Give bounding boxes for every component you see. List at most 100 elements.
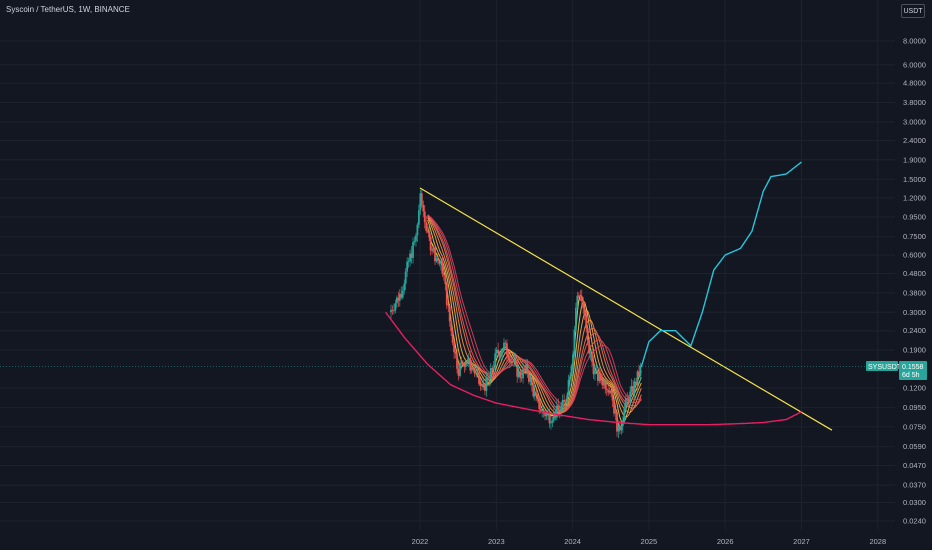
y-tick-label: 2.4000 [903, 136, 926, 145]
ema-line [427, 214, 642, 409]
candle-body [506, 343, 508, 355]
candle-body [485, 377, 488, 391]
candle-body [560, 405, 563, 412]
candle-body [619, 425, 621, 431]
candle-body [513, 359, 516, 362]
y-tick-label: 0.9500 [903, 213, 926, 222]
candle-body [429, 237, 432, 251]
candle-body [432, 247, 435, 252]
candle-body [601, 380, 604, 386]
candle-body [608, 390, 611, 393]
candle-body [580, 296, 583, 302]
candle-body [403, 283, 406, 291]
candle-body [523, 368, 526, 371]
candle-body [620, 426, 623, 431]
candle-body [447, 304, 450, 306]
y-tick-label: 0.1200 [903, 384, 926, 393]
candle-body [629, 391, 632, 403]
candle-body [516, 362, 519, 377]
ema-line [427, 216, 642, 415]
candle-body [435, 258, 438, 262]
candle-body [572, 354, 574, 367]
y-tick-label: 1.9000 [903, 155, 926, 164]
candle-body [423, 211, 426, 223]
candle-body [558, 409, 561, 412]
candle-body [630, 385, 633, 392]
candle-body [495, 349, 498, 354]
candle-body [441, 261, 444, 274]
x-tick-label: 2025 [641, 537, 658, 546]
candle-body [445, 283, 448, 305]
candle-body [462, 362, 464, 366]
ema-line [427, 214, 642, 413]
price-tag [899, 360, 927, 380]
candle-body [422, 204, 425, 212]
candle-body [456, 353, 458, 369]
candle-body [482, 383, 485, 387]
candle-body [594, 370, 596, 375]
candle-body [567, 379, 570, 396]
candle-body [511, 360, 514, 362]
candle-body [400, 293, 403, 298]
candle-body [479, 383, 482, 387]
y-tick-label: 0.0470 [903, 461, 926, 470]
candle-body [492, 367, 495, 371]
candle-body [532, 385, 535, 397]
candle-body [390, 309, 392, 313]
candle-body [420, 193, 423, 205]
support-curve [385, 311, 802, 426]
candle-body [564, 401, 567, 403]
candle-body [453, 342, 456, 353]
candle-body [574, 307, 577, 330]
candle-body [484, 386, 486, 391]
y-tick-label: 6.0000 [903, 60, 926, 69]
candle-body [605, 388, 608, 391]
y-tick-label: 0.0370 [903, 481, 926, 490]
y-tick-label: 4.8000 [903, 79, 926, 88]
y-tick-label: 0.0240 [903, 517, 926, 526]
symbol-label: SYSUSDT [868, 364, 902, 371]
candle-body [585, 314, 588, 328]
candle-body [544, 413, 546, 417]
candle-body [589, 353, 592, 355]
candle-body [454, 352, 457, 354]
chart-lines [385, 161, 833, 431]
candle-body [557, 405, 560, 410]
candle-body [538, 397, 541, 409]
time-axis: 2022 2023 2024 2025 2026 2027 2028 [412, 537, 886, 546]
candle-body [623, 408, 626, 421]
candle-body [595, 370, 598, 371]
candle-body [491, 368, 494, 371]
candle-body [397, 297, 400, 301]
candle-body [528, 373, 530, 382]
candle-body [613, 400, 615, 414]
ema-line [427, 217, 642, 418]
candle-body [475, 372, 478, 374]
candle-body [410, 253, 413, 258]
candle-body [398, 293, 401, 301]
candle-body [438, 260, 441, 264]
candle-body [470, 367, 473, 371]
candle-body [529, 378, 532, 382]
currency-button[interactable]: USDT [901, 4, 925, 18]
candle-body [448, 305, 451, 322]
candle-body [434, 247, 436, 262]
candle-body [401, 290, 404, 298]
candle-body [476, 372, 479, 374]
x-tick-label: 2023 [488, 537, 505, 546]
candle-body [426, 230, 429, 232]
candle-body [547, 413, 549, 415]
candle-body [614, 412, 617, 414]
candle-body [610, 390, 613, 394]
candle-body [473, 369, 476, 374]
candle-body [451, 331, 454, 343]
y-tick-label: 1.5000 [903, 175, 926, 184]
candle-body [545, 413, 548, 417]
candle-body [541, 410, 544, 412]
x-tick-label: 2022 [412, 537, 429, 546]
candle-body [602, 380, 605, 386]
symbol-tag [866, 360, 898, 371]
y-tick-label: 0.1900 [903, 346, 926, 355]
candle-body [636, 371, 639, 385]
